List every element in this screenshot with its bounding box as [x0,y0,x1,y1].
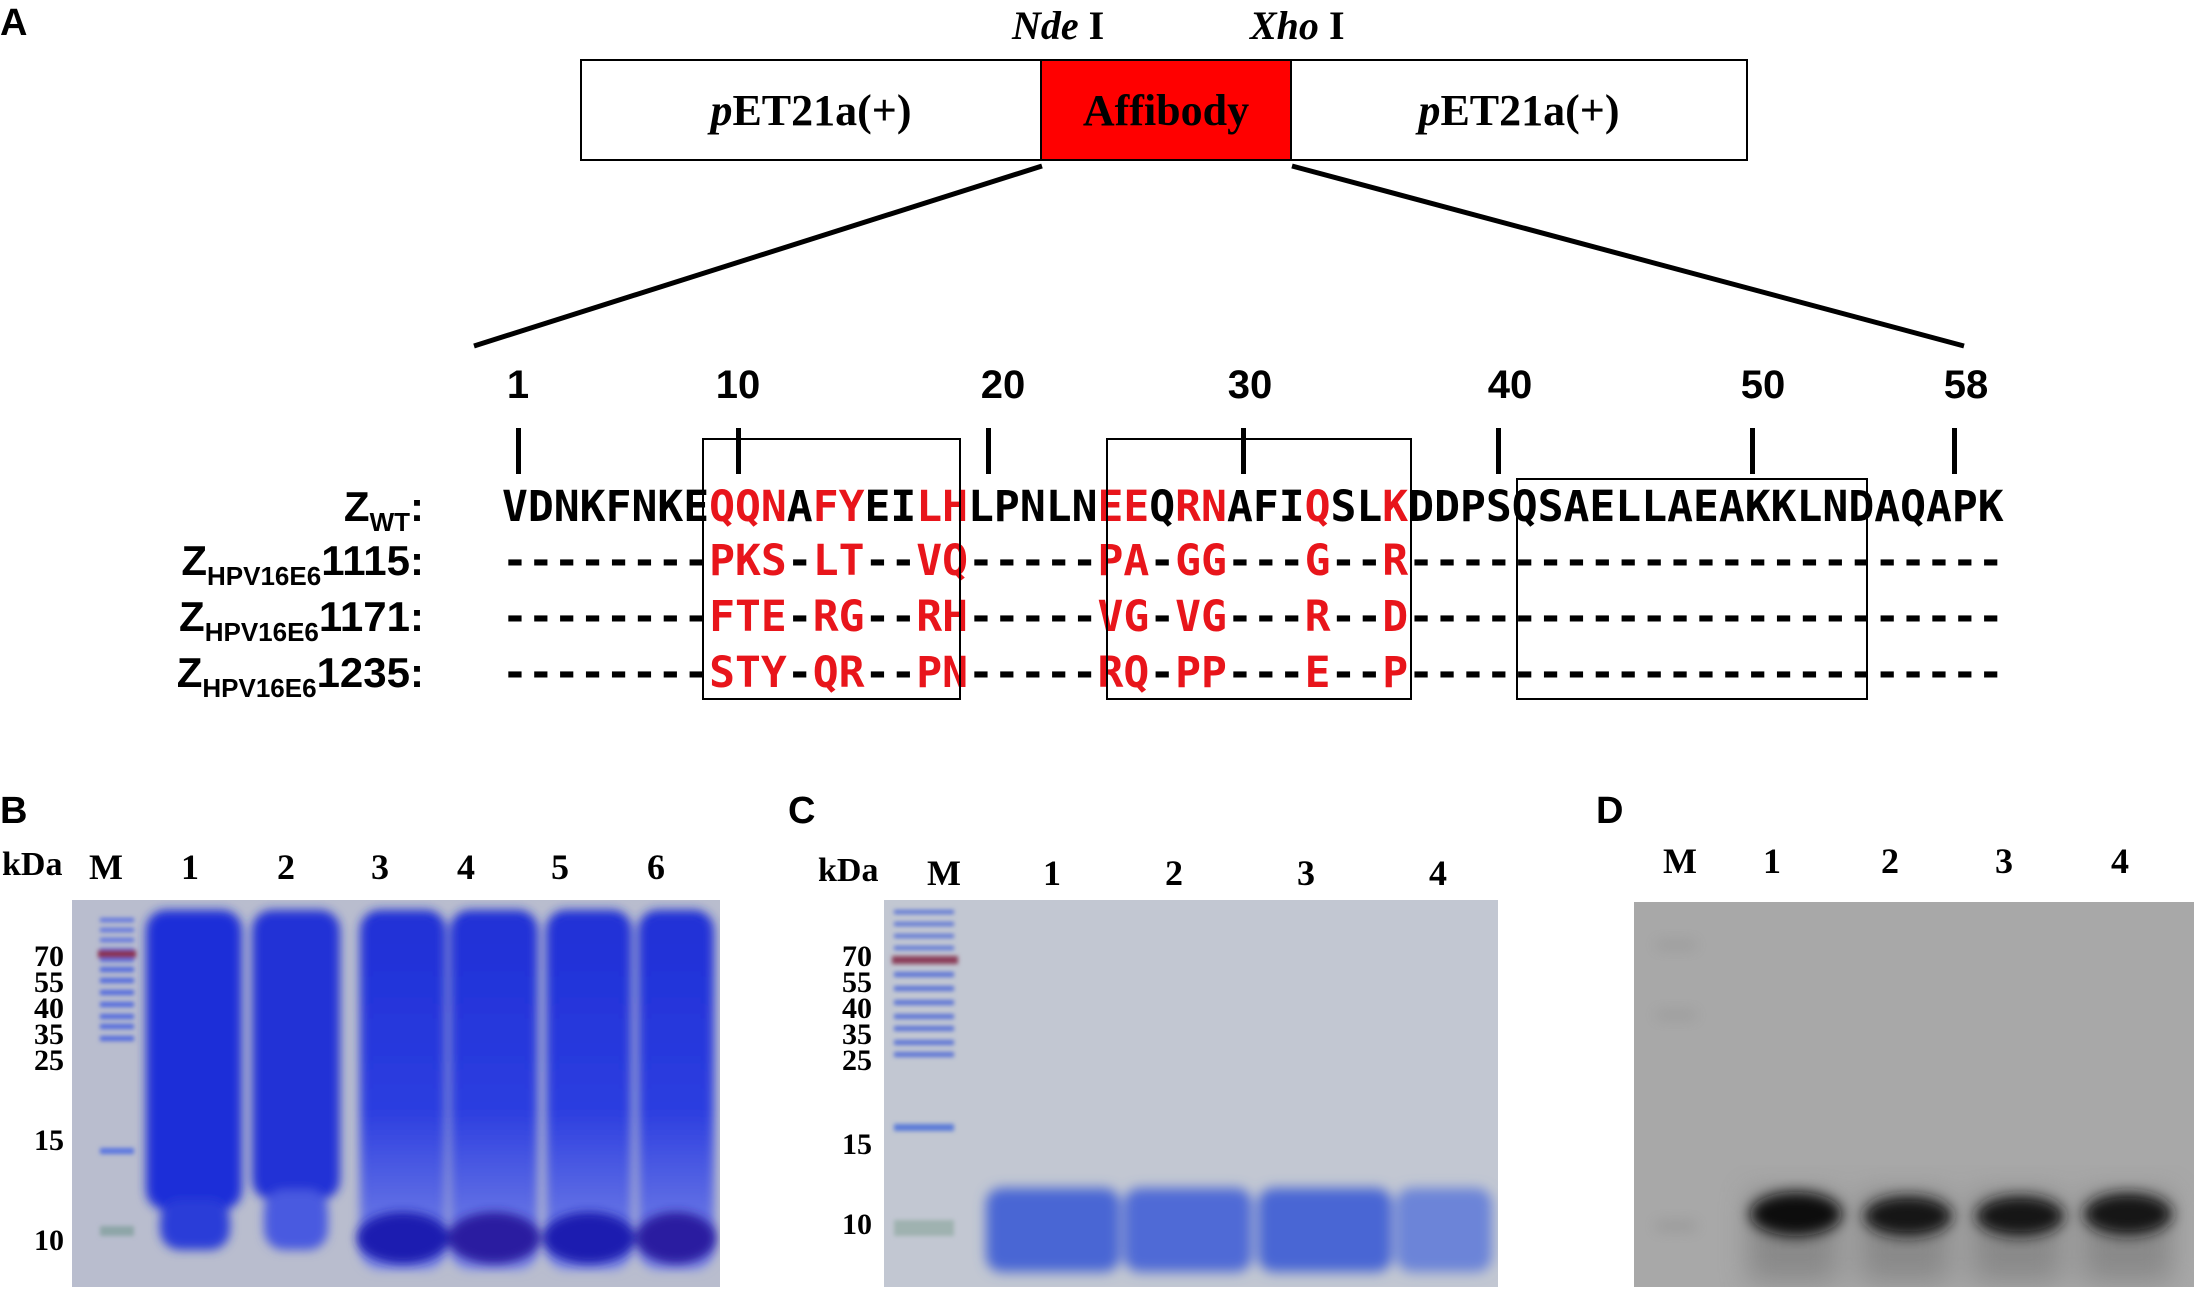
position-30: 30 [1227,363,1273,407]
vector-left-label: pET21a(+) [710,85,912,135]
xho-i-label: Xho I [1250,2,1345,49]
vector-left-box: pET21a(+) [580,59,1042,161]
gel-c-lane-3: 3 [1297,853,1315,893]
gel-c-image [884,900,1498,1287]
zoom-line-left [473,163,1043,349]
helix-1-box [702,438,961,700]
tick-1 [516,428,521,474]
position-50: 50 [1740,363,1786,407]
position-40: 40 [1487,363,1533,407]
vector-right-label: pET21a(+) [1418,85,1620,135]
affibody-insert-box: Affibody [1040,59,1292,161]
gel-b-unit: kDa [2,846,63,883]
position-20: 20 [980,363,1026,407]
gel-d-lane-m: M [1663,841,1697,881]
gel-d-western-blot [1634,902,2194,1287]
gel-d-lane-4: 4 [2111,841,2129,881]
nde-i-italic: Nde [1012,3,1079,48]
gel-b-marker-55: 55 [34,966,64,999]
position-58: 58 [1943,363,1989,407]
gel-c-marker-15: 15 [842,1128,872,1161]
gel-b-marker-25: 25 [34,1044,64,1077]
helix-3-box [1516,478,1868,700]
sequence-1171: --------FTE-RG--RH-----VG-VG---R--D-----… [502,592,2004,642]
gel-d-affibody-bands [1750,1192,2172,1236]
tick-50 [1750,428,1755,474]
gel-c-lane-m: M [927,853,961,893]
tick-10 [736,428,741,474]
gel-b-lane-1: 1 [181,847,199,887]
panel-label-d: D [1596,790,1624,832]
affibody-label: Affibody [1082,85,1250,135]
zoom-line-right [1291,163,1965,349]
tick-30 [1241,428,1246,474]
gel-c-unit: kDa [818,852,879,889]
panel-label-a: A [0,2,28,44]
seq-name-1235: ZHPV16E61235: [176,649,424,703]
gel-b-ladder [98,918,136,1236]
vector-right-box: pET21a(+) [1290,59,1748,161]
gel-b-affibody-bands [357,1212,716,1264]
gel-b-lane-5: 5 [551,847,569,887]
gel-b-lane-3: 3 [371,847,389,887]
sequence-1115: --------PKS-LT--VQ-----PA-GG---G--R-----… [502,536,2004,586]
seq-name-1171: ZHPV16E61171: [179,593,424,647]
gel-b-lane-2: 2 [277,847,295,887]
gel-d-ladder [1656,942,1696,1230]
gel-d-lane-2: 2 [1881,841,1899,881]
gel-b-marker-15: 15 [34,1124,64,1157]
gel-d-lane-1: 1 [1763,841,1781,881]
sequence-wt: VDNKFNKEQQNAFYEILHLPNLNEEQRNAFIQSLKDDPSQ… [502,482,2004,532]
seq-name-wt: ZWT: [343,483,424,537]
gel-b-marker-10: 10 [34,1224,64,1257]
gel-b-lane-m: M [89,847,123,887]
gel-c-lane-2: 2 [1165,853,1183,893]
panel-label-b: B [0,790,28,832]
gel-b-lane-4: 4 [457,847,475,887]
helix-2-box [1106,438,1412,700]
nde-i-roman: I [1078,3,1105,48]
gel-b-marker-40: 40 [34,992,64,1025]
gel-b-marker-35: 35 [34,1018,64,1051]
gel-c-affibody-bands [986,1188,1492,1272]
tick-58 [1952,428,1957,474]
xho-i-roman: I [1318,3,1345,48]
seq-name-1115: ZHPV16E61115: [181,537,424,591]
gel-c-marker-10: 10 [842,1208,872,1241]
gel-b-lane-6: 6 [647,847,665,887]
gel-c-lane-1: 1 [1043,853,1061,893]
position-1: 1 [506,363,530,407]
gel-c-marker-35: 35 [842,1018,872,1051]
sequence-1235: --------STY-QR--PN-----RQ-PP---E--P-----… [502,648,2004,698]
nde-i-label: Nde I [1012,2,1104,49]
gel-c-marker-55: 55 [842,966,872,999]
tick-40 [1496,428,1501,474]
tick-20 [986,428,991,474]
gel-b-lanes [146,910,714,1270]
gel-b-image [72,900,720,1287]
gel-c-marker-40: 40 [842,992,872,1025]
gel-c-marker-25: 25 [842,1044,872,1077]
gel-b-marker-70: 70 [34,940,64,973]
gel-c-lane-4: 4 [1429,853,1447,893]
xho-i-italic: Xho [1250,3,1319,48]
gel-c-ladder [892,910,958,1236]
position-10: 10 [715,363,761,407]
panel-label-c: C [788,790,816,832]
gel-d-lane-3: 3 [1995,841,2013,881]
zoom-lines [473,163,1965,349]
gel-c-marker-70: 70 [842,940,872,973]
